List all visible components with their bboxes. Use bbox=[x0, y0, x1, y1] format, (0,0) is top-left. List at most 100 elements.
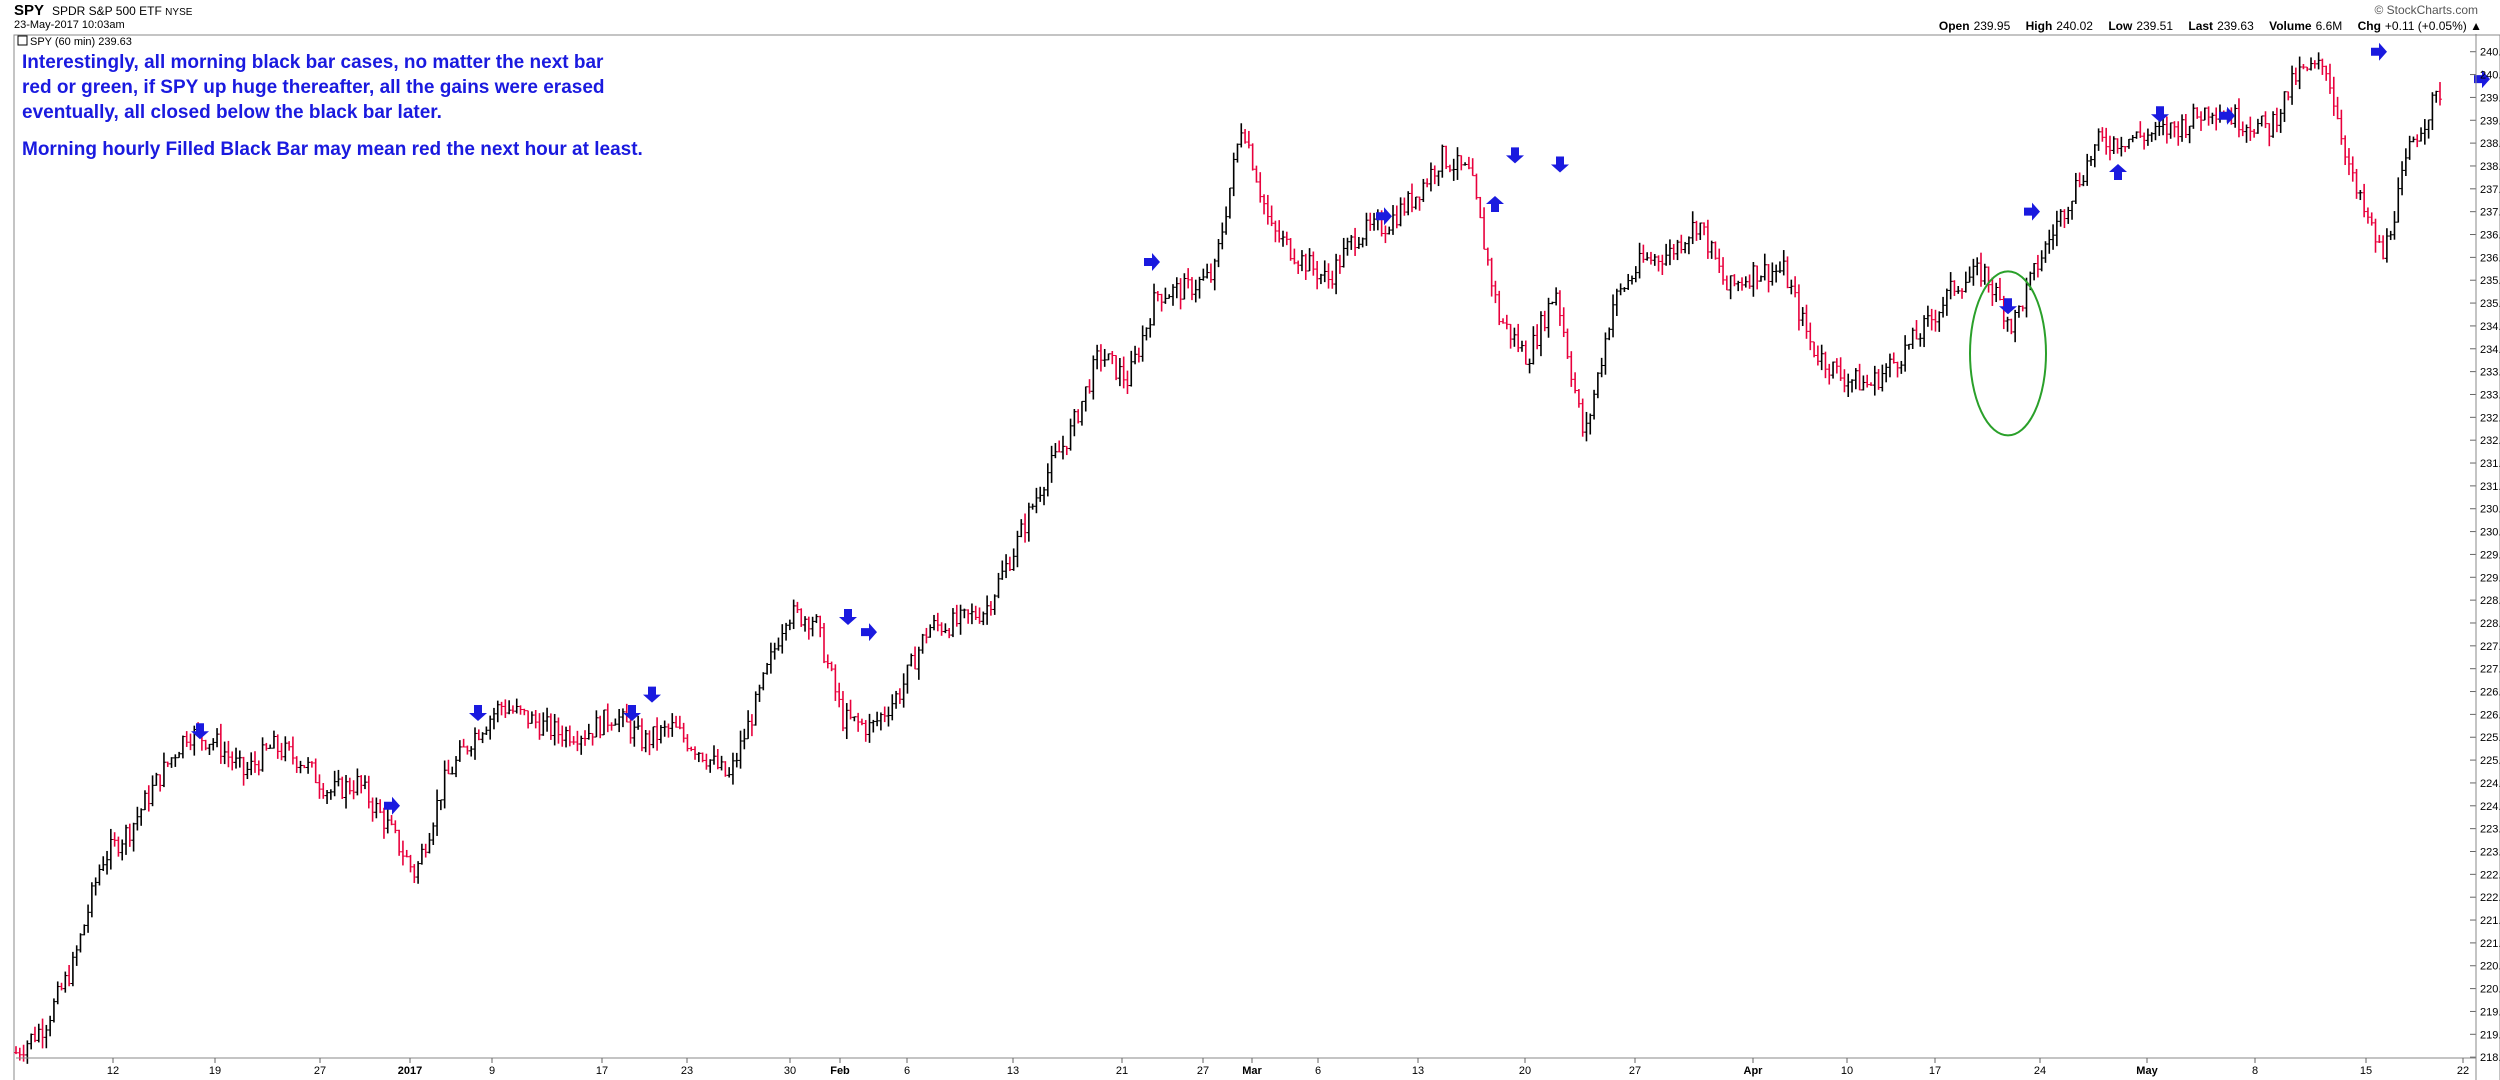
ohlc-bar bbox=[1125, 370, 1130, 394]
ohlc-bar bbox=[636, 715, 641, 730]
ohlc-bar bbox=[1868, 382, 1873, 386]
ohlc-bar bbox=[1982, 263, 1987, 285]
ohlc-bar bbox=[1815, 345, 1820, 366]
ohlc-bar bbox=[1736, 280, 1741, 292]
ohlc-bar bbox=[518, 705, 523, 715]
ohlc-bar bbox=[768, 642, 773, 674]
ohlc-bar bbox=[723, 761, 728, 777]
annotation-arrows bbox=[191, 42, 2490, 815]
brand-label[interactable]: © StockCharts.com bbox=[2374, 3, 2478, 17]
ohlc-bar bbox=[1876, 369, 1881, 390]
ohlc-bar bbox=[1406, 191, 1411, 216]
arrow-right-icon bbox=[384, 796, 400, 815]
ohlc-bar bbox=[1781, 250, 1786, 276]
annotation-note-1: Interestingly, all morning black bar cas… bbox=[22, 52, 605, 123]
ohlc-bar bbox=[2297, 56, 2302, 90]
ohlc-bar bbox=[1516, 323, 1521, 353]
ohlc-bar bbox=[1000, 560, 1005, 580]
y-tick-label: 221.0 bbox=[2480, 938, 2500, 950]
ohlc-bar bbox=[503, 699, 508, 718]
ohlc-bar bbox=[977, 607, 982, 624]
ohlc-bar bbox=[1299, 250, 1304, 272]
ohlc-bar bbox=[875, 711, 880, 727]
ohlc-bar bbox=[1455, 147, 1460, 180]
ohlc-bar bbox=[1038, 486, 1043, 502]
y-tick-label: 224.5 bbox=[2480, 778, 2500, 790]
ohlc-bar bbox=[1793, 276, 1798, 298]
ohlc-bar bbox=[2293, 67, 2298, 85]
ohlc-bar bbox=[890, 694, 895, 721]
y-tick-label: 219.0 bbox=[2480, 1029, 2500, 1041]
last-label: Last bbox=[2188, 19, 2214, 33]
ohlc-bar bbox=[2035, 254, 2040, 278]
chart-legend: SPY (60 min) 239.63 bbox=[30, 36, 132, 48]
ohlc-bar bbox=[1622, 287, 1627, 292]
x-tick-label: 20 bbox=[1519, 1065, 1531, 1077]
ohlc-bar bbox=[1910, 327, 1915, 349]
ohlc-bar bbox=[1758, 275, 1763, 282]
ohlc-bar bbox=[651, 726, 656, 749]
ohlc-bar bbox=[108, 828, 113, 870]
ohlc-bar bbox=[2210, 112, 2215, 125]
ohlc-bar bbox=[1489, 257, 1494, 297]
ohlc-bar bbox=[1466, 156, 1471, 170]
ohlc-bar bbox=[1053, 443, 1058, 459]
ohlc-bar bbox=[719, 755, 724, 771]
ohlc-bar bbox=[1535, 324, 1540, 350]
ohlc-bar bbox=[1603, 332, 1608, 375]
ohlc-bar bbox=[70, 951, 75, 987]
ohlc-bar bbox=[2392, 211, 2397, 240]
ohlc-bar bbox=[416, 861, 421, 884]
ohlc-bar bbox=[1611, 294, 1616, 338]
ohlc-bar bbox=[2271, 111, 2276, 138]
ohlc-bar bbox=[1148, 318, 1153, 338]
ohlc-bar bbox=[590, 732, 595, 746]
ohlc-bar bbox=[408, 854, 413, 873]
ohlc-bar bbox=[173, 754, 178, 767]
ohlc-bar bbox=[1398, 197, 1403, 227]
ohlc-bar bbox=[1747, 274, 1752, 289]
ohlc-bar bbox=[1675, 239, 1680, 261]
ohlc-bar bbox=[1626, 273, 1631, 290]
ohlc-bar bbox=[1523, 340, 1528, 365]
ohlc-bar bbox=[1527, 358, 1532, 374]
ohlc-bar bbox=[510, 705, 515, 714]
ohlc-bar bbox=[1144, 327, 1149, 341]
ohlc-bar bbox=[1015, 530, 1020, 568]
ohlc-bar bbox=[814, 614, 819, 624]
ohlc-bar bbox=[806, 616, 811, 640]
quote-summary: Open 239.95 High 240.02 Low 239.51 Last 239.… bbox=[1939, 19, 2482, 33]
ohlc-bar bbox=[1197, 276, 1202, 299]
arrow-right-icon bbox=[2474, 70, 2490, 89]
ohlc-bar bbox=[1614, 288, 1619, 317]
ohlc-bar bbox=[1823, 351, 1828, 379]
ohlc-bar bbox=[2191, 103, 2196, 129]
ohlc-bar bbox=[772, 642, 777, 660]
x-tick-label: 6 bbox=[904, 1065, 910, 1077]
ohlc-bar bbox=[715, 748, 720, 770]
ohlc-bar bbox=[385, 809, 390, 834]
ohlc-bar bbox=[693, 746, 698, 760]
ohlc-bar bbox=[302, 764, 307, 769]
ohlc-bar bbox=[761, 672, 766, 691]
ohlc-bar bbox=[2316, 52, 2321, 70]
ohlc-bar bbox=[2384, 228, 2389, 263]
ohlc-bar bbox=[696, 752, 701, 763]
ohlc-bar bbox=[2043, 241, 2048, 263]
x-tick-label: Feb bbox=[830, 1065, 850, 1077]
ohlc-bar bbox=[844, 703, 849, 740]
y-tick-label: 234.0 bbox=[2480, 344, 2500, 356]
ohlc-bar bbox=[97, 864, 102, 886]
ohlc-bar bbox=[757, 684, 762, 702]
ohlc-bar bbox=[366, 775, 371, 809]
ohlc-bar bbox=[1182, 273, 1187, 300]
ohlc-bar bbox=[1076, 409, 1081, 424]
ohlc-bar bbox=[1269, 205, 1274, 227]
ohlc-bar bbox=[355, 768, 360, 796]
ohlc-bar bbox=[1789, 279, 1794, 295]
ohlc-bar bbox=[1838, 357, 1843, 381]
arrow-down-icon bbox=[1551, 156, 1569, 173]
plot-area bbox=[13, 34, 2500, 1080]
ohlc-bar bbox=[476, 729, 481, 741]
ohlc-bar bbox=[738, 730, 743, 769]
